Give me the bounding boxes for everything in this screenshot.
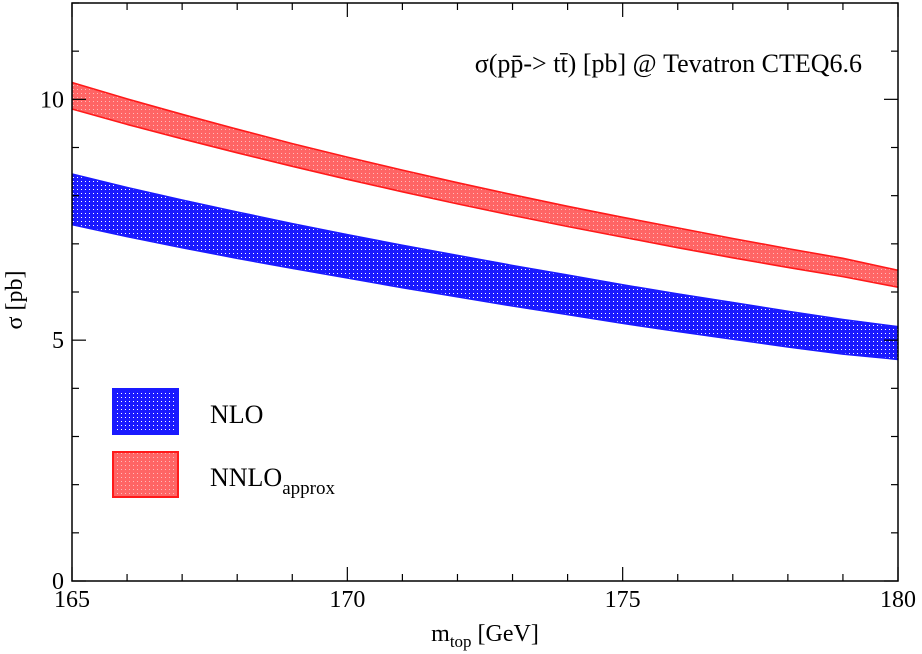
band-nnlo-upper-edge [71,81,899,272]
y-axis-label: σ [pb] [2,271,28,330]
chart-annotation: σ(pp̄-> tt̄) [pb] @ Tevatron CTEQ6.6 [475,49,862,78]
legend-swatch-nlo [112,388,179,435]
legend-label-nnlo: NNLOapprox [210,463,335,499]
legend-label-main: NNLO [210,463,282,492]
x-tick-label: 180 [880,587,916,613]
band-nlo-upper-edge [71,173,899,328]
y-tick-label: 10 [40,87,64,113]
x-axis-label-main: m [431,621,450,647]
legend-label-subscript: approx [282,478,335,499]
x-axis-label: mtop [GeV] [431,621,539,651]
y-tick-label: 5 [52,328,64,354]
plot-bands [71,81,899,361]
x-axis-label-subscript: top [450,632,472,651]
band-nnlo [72,82,898,288]
legend-label-main: NLO [210,400,263,429]
legend-swatch-nnlo [112,451,179,498]
band-nlo [72,174,898,360]
x-axis-label-suffix: [GeV] [472,621,539,647]
band-nnlo-lower-edge [71,108,899,288]
band-nlo-lower-edge [71,223,899,361]
axis-ticks: 165 170 175 180 0 5 10 [40,2,916,613]
x-tick-label: 165 [54,587,90,613]
x-tick-label: 170 [329,587,365,613]
y-tick-label: 0 [52,569,64,595]
legend-label-nlo: NLO [210,400,263,429]
legend: NLO NNLOapprox [112,388,335,499]
x-tick-label: 175 [605,587,641,613]
